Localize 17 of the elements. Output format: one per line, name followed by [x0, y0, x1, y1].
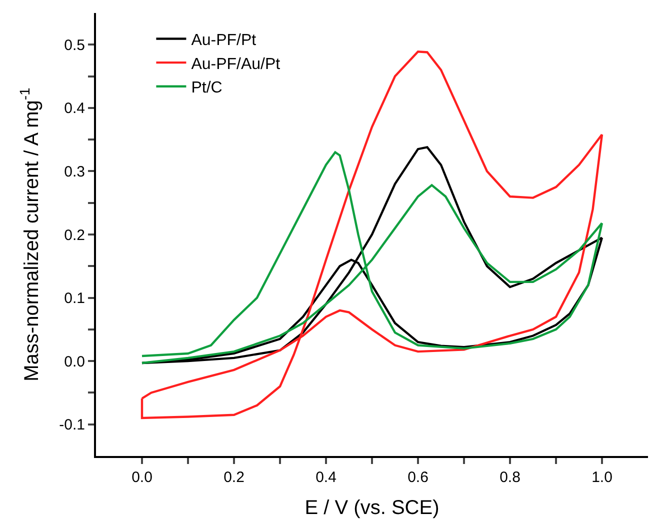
x-tick-label: 1.0: [592, 469, 612, 486]
y-tick-label: 0.4: [64, 100, 85, 118]
x-axis-title: E / V (vs. SCE): [304, 497, 440, 519]
x-tick-label: 0.8: [500, 469, 520, 486]
x-tick-label: 0.0: [132, 469, 152, 486]
y-tick-label: 0.1: [64, 290, 85, 308]
x-tick-label: 0.2: [224, 469, 244, 486]
y-tick-label: 0.0: [64, 353, 85, 370]
y-tick-label: 0.5: [64, 36, 85, 54]
y-tick-label: 0.2: [64, 226, 85, 244]
y-tick-label: 0.3: [64, 163, 85, 180]
legend-label: Pt/C: [191, 80, 222, 97]
x-tick-label: 0.6: [408, 469, 428, 486]
legend-label: Au-PF/Pt: [191, 32, 257, 49]
legend-label: Au-PF/Au/Pt: [191, 56, 281, 73]
y-tick-label: -0.1: [59, 416, 85, 434]
x-tick-label: 0.4: [316, 469, 336, 486]
